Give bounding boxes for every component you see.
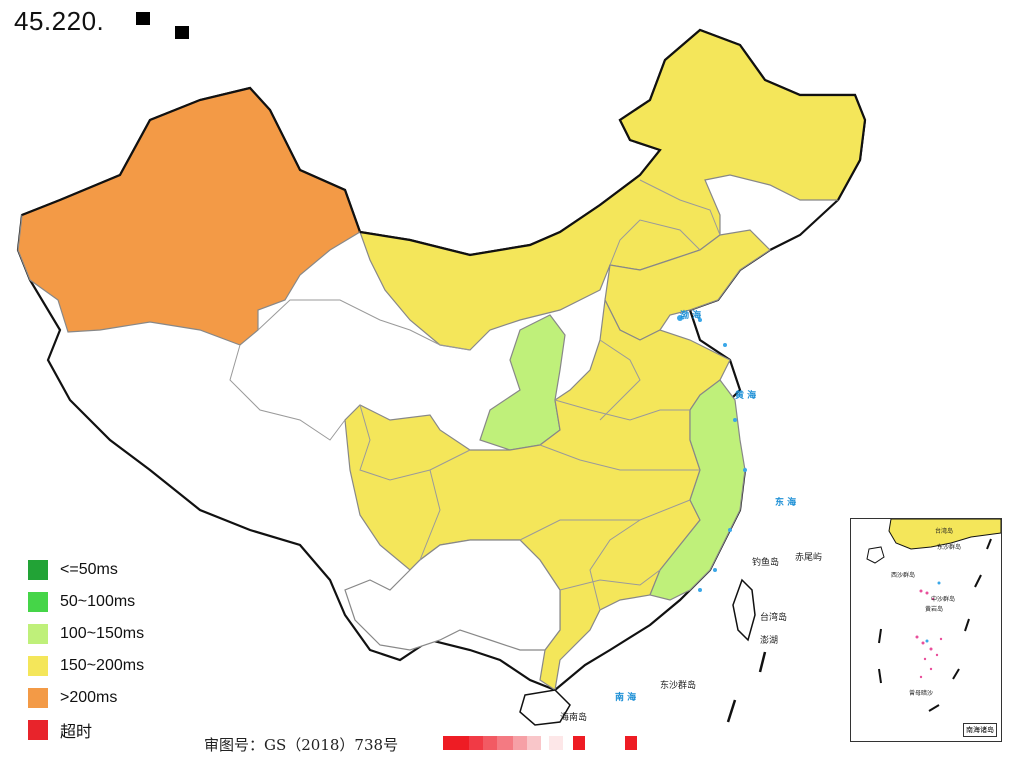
redacted-bar	[443, 736, 637, 750]
legend-swatch	[28, 656, 48, 676]
legend-label: >200ms	[60, 689, 118, 706]
hainan-island	[519, 689, 571, 726]
inset-sea-marks	[925, 581, 941, 643]
redacted-block	[175, 26, 189, 39]
inset-label-xisha: 西沙群岛	[891, 571, 915, 579]
label-penghu: 澎湖	[760, 634, 778, 646]
label-taiwan: 台湾岛	[760, 611, 787, 623]
legend-label: 100~150ms	[60, 625, 145, 642]
inset-mainland	[888, 519, 1001, 550]
page-title: 45.220.	[14, 6, 105, 36]
inset-label-zhongsha: 中沙群岛	[931, 595, 955, 603]
legend-item: 超时	[28, 714, 144, 746]
label-nanhai: 南 海	[615, 691, 636, 703]
inset-label-huangyan: 黄岩岛	[925, 605, 943, 613]
coast-dots	[677, 315, 747, 592]
legend-label: 50~100ms	[60, 593, 136, 610]
province-borders	[229, 179, 721, 611]
label-donghai: 东 海	[775, 496, 796, 508]
inset-hainan	[866, 546, 885, 564]
legend-item: 100~150ms	[28, 618, 144, 650]
legend-label: <=50ms	[60, 561, 118, 578]
redacted-block	[136, 12, 150, 25]
label-bohai: 渤 海	[680, 309, 701, 321]
xinjiang-coast	[21, 86, 362, 233]
region-southwest	[344, 539, 561, 651]
inset-islands	[915, 589, 943, 679]
legend-label: 150~200ms	[60, 657, 145, 674]
legend-swatch	[28, 720, 48, 740]
legend-item: 150~200ms	[28, 650, 144, 682]
legend-swatch	[28, 560, 48, 580]
label-dongsha: 东沙群岛	[660, 679, 696, 691]
label-hainan: 海南岛	[560, 711, 587, 723]
south-china-sea-inset: 东沙群岛 西沙群岛 中沙群岛 黄岩岛 台湾岛 曾母暗沙 南海诸岛	[850, 518, 1002, 742]
legend-swatch	[28, 624, 48, 644]
legend: <=50ms 50~100ms 100~150ms 150~200ms >200…	[28, 554, 144, 746]
inset-caption: 南海诸岛	[963, 723, 997, 737]
legend-label: 超时	[60, 724, 93, 741]
legend-swatch	[28, 592, 48, 612]
map-approval-number: 审图号：GS（2018）738号	[204, 736, 399, 754]
inset-label-zengmu: 曾母暗沙	[909, 689, 933, 697]
legend-item: 50~100ms	[28, 586, 144, 618]
legend-item: >200ms	[28, 682, 144, 714]
inset-map: 东沙群岛 西沙群岛 中沙群岛 黄岩岛 台湾岛 曾母暗沙	[866, 519, 1001, 712]
label-huanghai: 黄 海	[735, 389, 756, 401]
label-chiwei: 赤尾屿	[795, 552, 822, 563]
north-coast	[359, 28, 867, 257]
inset-dash-line	[878, 538, 992, 712]
nine-dash-line	[726, 651, 767, 723]
legend-item: <=50ms	[28, 554, 144, 586]
inset-label-dongsha: 东沙群岛	[937, 543, 961, 551]
legend-swatch	[28, 688, 48, 708]
inset-label-taiwan: 台湾岛	[935, 527, 953, 535]
label-diaoyu: 钓鱼岛	[752, 556, 779, 568]
taiwan-island	[732, 578, 756, 642]
